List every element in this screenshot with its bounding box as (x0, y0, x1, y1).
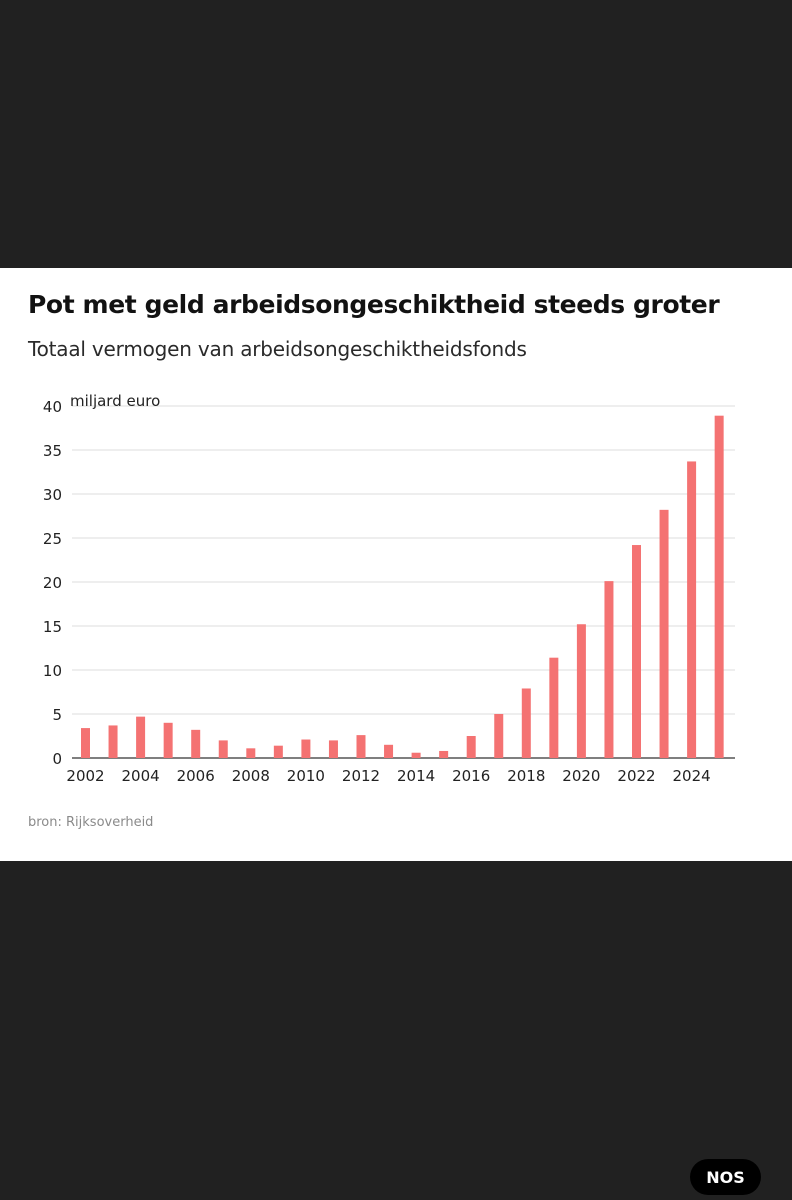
x-tick-label: 2018 (507, 767, 545, 785)
bar-2006 (191, 729, 201, 758)
source-note: bron: Rijksoverheid (28, 815, 154, 830)
y-tick-label: 5 (52, 706, 62, 724)
x-tick-label: 2022 (617, 767, 655, 785)
bar-2010 (301, 739, 311, 758)
x-tick-label: 2004 (122, 767, 160, 785)
y-tick-label: 15 (43, 618, 62, 636)
y-tick-label: 10 (43, 662, 62, 680)
bar-2011 (328, 740, 338, 758)
bar-2018 (521, 688, 531, 758)
bar-2014 (411, 752, 421, 758)
x-tick-label: 2012 (342, 767, 380, 785)
x-tick-label: 2008 (232, 767, 270, 785)
bar-2015 (439, 750, 449, 758)
x-tick-label: 2020 (562, 767, 600, 785)
y-tick-label: 30 (43, 486, 62, 504)
bar-2005 (163, 722, 173, 758)
y-unit-label: miljard euro (70, 392, 160, 410)
bar-2008 (246, 748, 256, 758)
bar-2009 (273, 745, 283, 758)
bar-2023 (659, 509, 669, 758)
x-tick-label: 2024 (673, 767, 711, 785)
bar-2016 (466, 736, 476, 758)
bar-2025 (714, 415, 724, 758)
bar-2003 (108, 725, 118, 758)
bar-2007 (218, 740, 228, 758)
chart-subtitle: Totaal vermogen van arbeidsongeschikthei… (28, 337, 527, 361)
x-tick-label: 2010 (287, 767, 325, 785)
x-tick-label: 2006 (177, 767, 215, 785)
x-tick-label: 2016 (452, 767, 490, 785)
chart-title: Pot met geld arbeidsongeschiktheid steed… (28, 290, 720, 319)
y-tick-label: 0 (52, 750, 62, 768)
bar-2020 (576, 624, 586, 758)
bar-2002 (81, 728, 90, 758)
bar-2021 (604, 581, 614, 758)
y-tick-label: 25 (43, 530, 62, 548)
bar-2022 (632, 545, 641, 758)
y-tick-label: 20 (43, 574, 62, 592)
x-tick-label: 2014 (397, 767, 435, 785)
x-tick-label: 2002 (66, 767, 104, 785)
bar-2004 (136, 716, 146, 758)
bar-2019 (549, 657, 559, 758)
y-tick-label: 40 (43, 398, 62, 416)
bar-2012 (356, 735, 366, 758)
bar-2013 (384, 744, 394, 758)
nos-logo: NOS (690, 1159, 761, 1195)
y-tick-label: 35 (43, 442, 62, 460)
bar-chart: 0 5 10 15 20 25 30 35 40 2002 2004 2006 2008 2010 201… (43, 392, 735, 785)
bar-2017 (494, 714, 504, 758)
bar-2024 (687, 461, 697, 758)
